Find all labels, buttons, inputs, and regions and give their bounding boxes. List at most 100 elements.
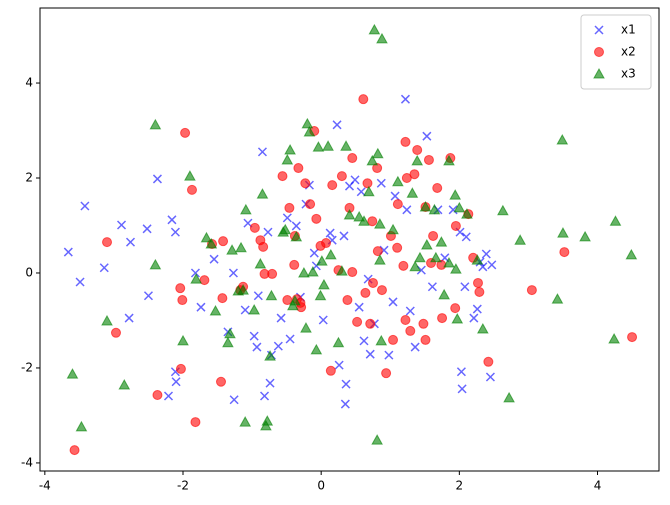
- point: [438, 288, 450, 300]
- point: [180, 127, 191, 138]
- point: [460, 282, 470, 292]
- point: [432, 182, 443, 193]
- point: [235, 241, 247, 253]
- point: [365, 318, 376, 329]
- point: [152, 390, 163, 401]
- point: [334, 360, 344, 370]
- point: [423, 154, 434, 165]
- x-tick-label: 4: [594, 479, 602, 493]
- legend-marker: [593, 67, 605, 79]
- point: [381, 368, 392, 379]
- point: [375, 334, 388, 346]
- point: [421, 238, 433, 250]
- point: [402, 205, 412, 215]
- point: [352, 316, 363, 327]
- point: [66, 368, 79, 379]
- point: [177, 334, 189, 346]
- legend-box: [580, 14, 652, 90]
- point: [290, 230, 303, 242]
- point: [277, 171, 288, 182]
- point: [347, 153, 358, 164]
- point: [419, 200, 432, 212]
- point: [177, 295, 188, 306]
- point: [418, 318, 429, 329]
- point: [372, 163, 383, 174]
- point: [307, 265, 319, 277]
- point: [303, 125, 316, 137]
- point: [443, 154, 455, 166]
- point: [118, 379, 131, 390]
- point: [469, 313, 479, 323]
- point: [450, 263, 462, 274]
- point: [228, 268, 238, 278]
- point: [237, 284, 249, 295]
- point: [75, 420, 88, 432]
- point: [310, 343, 323, 355]
- legend-label: x3: [621, 67, 636, 81]
- point: [152, 174, 162, 184]
- point: [229, 395, 239, 405]
- point: [354, 302, 364, 312]
- point: [400, 94, 410, 104]
- y-tick-label: 2: [25, 171, 33, 185]
- y-tick-label: 0: [25, 265, 33, 279]
- point: [474, 286, 485, 297]
- point: [443, 256, 455, 268]
- point: [101, 314, 113, 326]
- point: [276, 313, 286, 323]
- point: [322, 140, 334, 151]
- point: [167, 215, 177, 225]
- point: [265, 378, 275, 388]
- point: [249, 222, 260, 233]
- point: [254, 257, 267, 269]
- point: [80, 201, 90, 211]
- point: [435, 236, 448, 247]
- point: [124, 313, 134, 323]
- point: [240, 305, 250, 315]
- point: [449, 189, 462, 200]
- point: [400, 136, 411, 147]
- point: [487, 260, 497, 270]
- point: [259, 391, 270, 401]
- point: [63, 247, 73, 257]
- point: [239, 416, 252, 427]
- point: [387, 223, 399, 235]
- point: [285, 334, 295, 344]
- point: [579, 230, 591, 242]
- point: [327, 180, 338, 191]
- point: [461, 232, 471, 242]
- point: [461, 208, 473, 219]
- point: [384, 350, 394, 360]
- point: [324, 248, 337, 260]
- point: [291, 221, 301, 231]
- point: [209, 304, 222, 316]
- legend-label: x2: [621, 45, 636, 59]
- point: [485, 372, 495, 382]
- point: [171, 377, 181, 387]
- point: [430, 251, 442, 263]
- point: [190, 273, 202, 284]
- point: [341, 379, 351, 389]
- point: [343, 209, 356, 220]
- point: [175, 363, 186, 374]
- point: [175, 283, 186, 294]
- point: [388, 334, 399, 345]
- point: [392, 242, 403, 253]
- legend-marker: [594, 25, 604, 35]
- point: [627, 332, 638, 343]
- point: [332, 120, 342, 130]
- y-tick-label: 4: [25, 76, 33, 90]
- point: [503, 391, 515, 403]
- point: [102, 237, 113, 248]
- point: [347, 267, 358, 278]
- point: [318, 315, 328, 325]
- point: [311, 213, 322, 224]
- point: [205, 237, 218, 249]
- point: [559, 247, 570, 258]
- point: [249, 331, 259, 341]
- point: [125, 237, 136, 247]
- point: [497, 204, 509, 216]
- point: [376, 32, 388, 44]
- point: [427, 282, 437, 292]
